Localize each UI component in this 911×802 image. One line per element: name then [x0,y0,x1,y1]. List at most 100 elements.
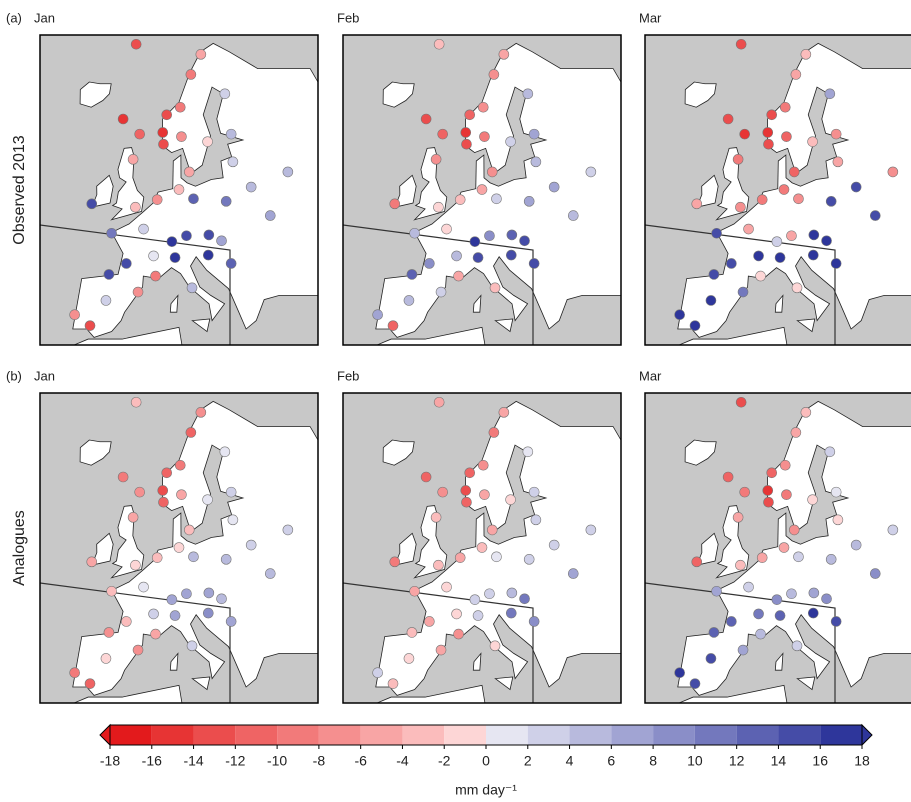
station [708,269,720,280]
station [387,320,399,331]
station [219,446,231,458]
station [691,556,703,568]
station [69,667,80,679]
domain-box [40,582,231,703]
land [472,652,482,671]
station [453,270,464,282]
station [488,427,500,438]
station [176,131,187,142]
station [722,471,734,483]
station [830,486,842,498]
domain-box [645,224,836,345]
colorbar-tick-label: -8 [313,753,326,769]
land [110,147,145,221]
colorbar-bin [402,725,445,745]
station [166,236,178,247]
land [110,505,145,579]
station [788,166,800,178]
station [479,131,490,142]
station [832,156,844,168]
colorbar-bin [318,725,361,745]
panel-label: (a) [6,10,22,25]
land [382,81,415,108]
colorbar-bin [235,725,278,745]
land [472,294,482,313]
station [130,396,142,408]
station [117,113,129,125]
station [737,644,749,656]
land [774,652,784,671]
station [174,101,186,113]
station [548,539,560,551]
station [824,446,836,458]
land [394,532,417,566]
station [460,127,472,138]
map-title: Mar [639,368,662,383]
station [887,524,899,536]
colorbar-bin [193,725,236,745]
station [523,554,535,565]
station [807,136,818,147]
station [786,230,797,242]
station [781,131,792,142]
station [489,640,501,652]
station [781,489,792,500]
station [472,610,484,621]
station [790,427,802,438]
station [403,295,415,306]
station [148,608,159,620]
map-frame [39,34,319,346]
station [188,193,199,205]
station [202,607,214,619]
station [157,127,169,138]
station [484,588,495,600]
station [264,568,276,579]
colorbar-tick-label: 16 [812,753,828,769]
map-frame [644,392,911,704]
station [430,512,442,523]
station [476,184,488,195]
station [869,210,881,221]
station [158,138,169,150]
colorbar-bin [151,725,194,745]
station [103,269,115,280]
colorbar-bin [611,725,654,745]
station [705,295,717,306]
colorbar-tick-label: -10 [267,753,287,769]
map-title: Feb [337,10,359,25]
station [227,156,239,168]
colorbar-extend-low [99,723,111,747]
station [585,166,597,178]
station [186,282,198,294]
station [227,514,239,526]
land [774,294,784,313]
land [413,147,448,221]
station [225,616,237,627]
station [453,628,464,640]
station [477,101,489,113]
station [548,181,560,193]
station [506,229,518,241]
station [372,309,383,321]
map [40,35,318,345]
station [824,88,836,100]
station [825,196,837,207]
station [788,524,800,536]
station [148,250,159,262]
land [394,174,417,208]
land [73,684,183,703]
station [477,459,489,471]
station [753,250,764,262]
colorbar-bin [486,725,528,745]
station [216,235,227,247]
land [715,147,750,221]
station [225,128,237,140]
station [219,88,231,100]
colorbar-tick-label: 6 [607,753,615,769]
station [708,627,720,638]
station [441,581,452,593]
station [585,524,597,536]
station [86,198,98,210]
station [800,407,812,418]
station [461,496,472,508]
